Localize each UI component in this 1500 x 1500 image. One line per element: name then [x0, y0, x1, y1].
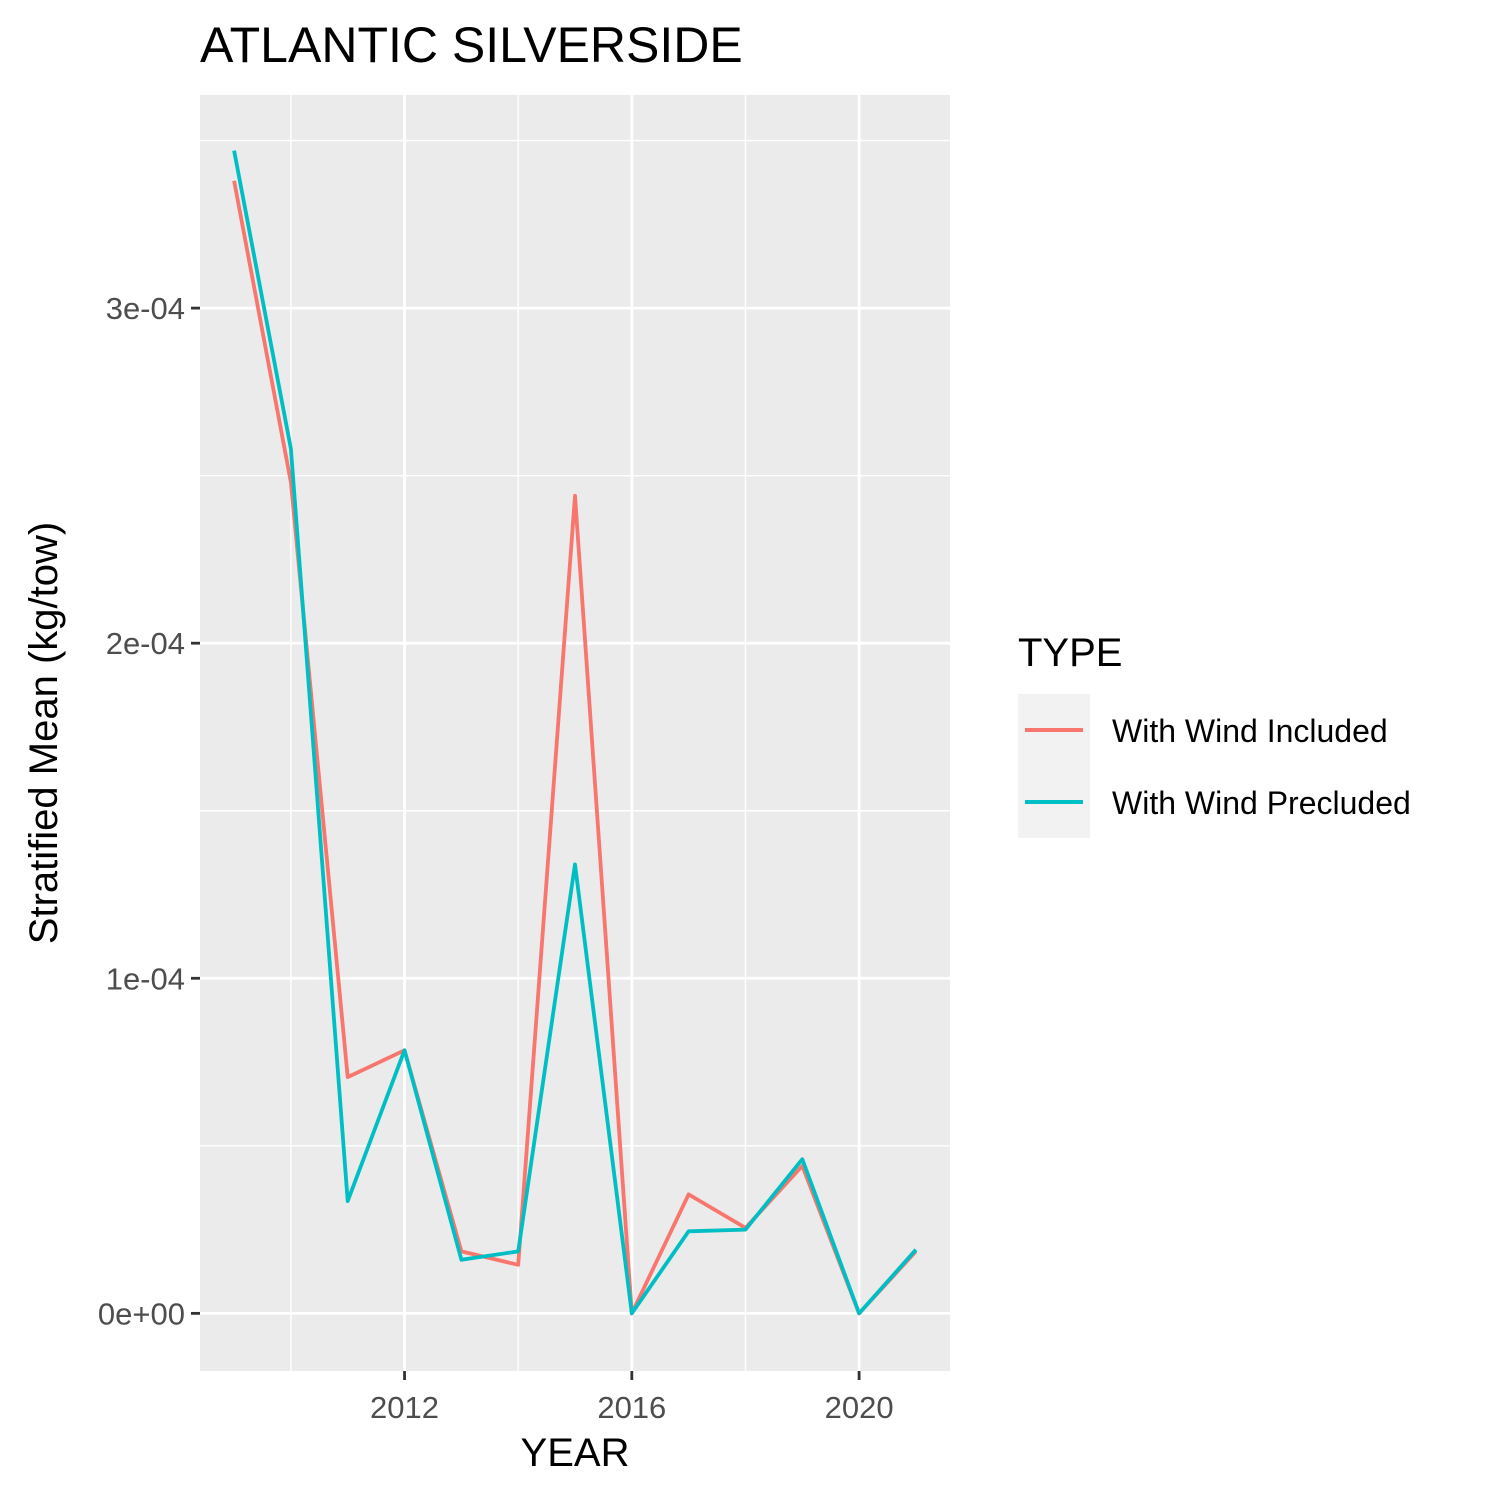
legend-label-with-wind-included: With Wind Included — [1112, 713, 1388, 749]
legend-title: TYPE — [1018, 631, 1122, 675]
y-tick-label: 0e+00 — [98, 1296, 185, 1331]
series-line-with-wind-included — [232, 180, 918, 1316]
y-tick-label: 2e-04 — [106, 626, 185, 661]
y-axis-title: Stratified Mean (kg/tow) — [22, 522, 66, 944]
series-lines — [232, 150, 918, 1316]
series-line-with-wind-precluded — [232, 150, 918, 1316]
legend-keys-background — [1018, 694, 1090, 838]
x-axis-title: YEAR — [521, 1431, 630, 1475]
y-axis: 0e+00 1e-04 2e-04 3e-04 — [98, 291, 200, 1331]
legend-label-with-wind-precluded: With Wind Precluded — [1112, 785, 1411, 821]
x-tick-label: 2012 — [370, 1390, 439, 1425]
x-tick-label: 2020 — [825, 1390, 894, 1425]
major-gridlines — [200, 95, 950, 1371]
legend: TYPE With Wind Included With Wind Preclu… — [1018, 631, 1411, 838]
minor-gridlines — [200, 95, 950, 1371]
chart-title: ATLANTIC SILVERSIDE — [200, 17, 743, 73]
y-tick-label: 3e-04 — [106, 291, 185, 326]
x-axis: 2012 2016 2020 — [370, 1371, 894, 1425]
x-tick-label: 2016 — [597, 1390, 666, 1425]
y-tick-label: 1e-04 — [106, 961, 185, 996]
